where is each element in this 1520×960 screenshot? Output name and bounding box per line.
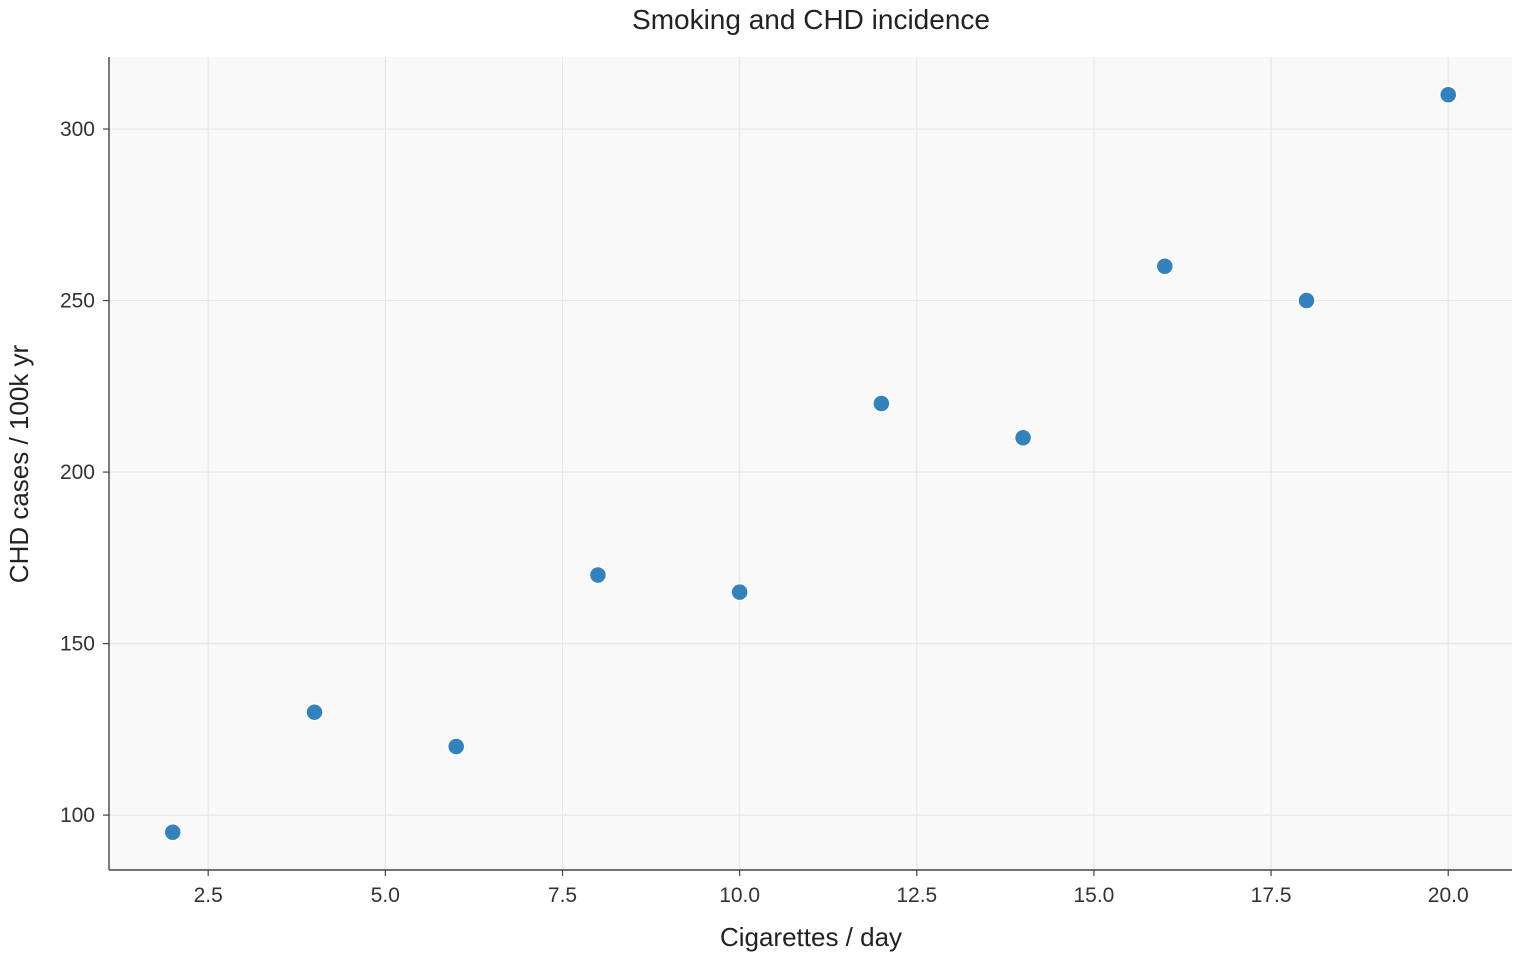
data-point bbox=[163, 823, 183, 842]
x-tick-label: 20.0 bbox=[1428, 884, 1469, 907]
y-tick-label: 300 bbox=[60, 118, 95, 141]
data-point bbox=[446, 737, 466, 756]
y-tick-label: 150 bbox=[60, 633, 95, 656]
data-point bbox=[730, 582, 749, 602]
y-axis-title: CHD cases / 100k yr bbox=[4, 344, 34, 583]
x-axis-title: Cigarettes / day bbox=[720, 922, 902, 952]
x-tick-label: 7.5 bbox=[548, 884, 577, 907]
x-tick-label: 5.0 bbox=[371, 884, 400, 907]
x-tick-label: 2.5 bbox=[194, 884, 223, 907]
y-tick-label: 250 bbox=[60, 290, 95, 313]
x-tick-label: 15.0 bbox=[1073, 884, 1114, 907]
chart-title: Smoking and CHD incidence bbox=[632, 4, 990, 35]
x-axis-ticks: 2.5 5.0 7.5 10.0 12.5 15.0 17.5 20.0 bbox=[194, 870, 1469, 907]
data-point bbox=[1155, 257, 1175, 276]
x-tick-label: 10.0 bbox=[719, 884, 760, 907]
y-axis-ticks: 100 150 200 250 300 bbox=[60, 118, 109, 827]
data-point bbox=[1297, 291, 1316, 310]
plot-area bbox=[109, 57, 1512, 870]
y-tick-label: 200 bbox=[60, 461, 95, 484]
x-tick-label: 12.5 bbox=[896, 884, 937, 907]
data-point bbox=[588, 565, 608, 585]
data-point bbox=[872, 394, 891, 413]
data-points bbox=[163, 85, 1458, 842]
x-tick-label: 17.5 bbox=[1251, 884, 1292, 907]
axes bbox=[108, 57, 1512, 871]
data-point bbox=[1013, 428, 1033, 448]
data-point bbox=[1438, 85, 1458, 104]
y-tick-label: 100 bbox=[60, 804, 95, 827]
data-point bbox=[305, 702, 324, 722]
grid-lines bbox=[109, 57, 1512, 870]
